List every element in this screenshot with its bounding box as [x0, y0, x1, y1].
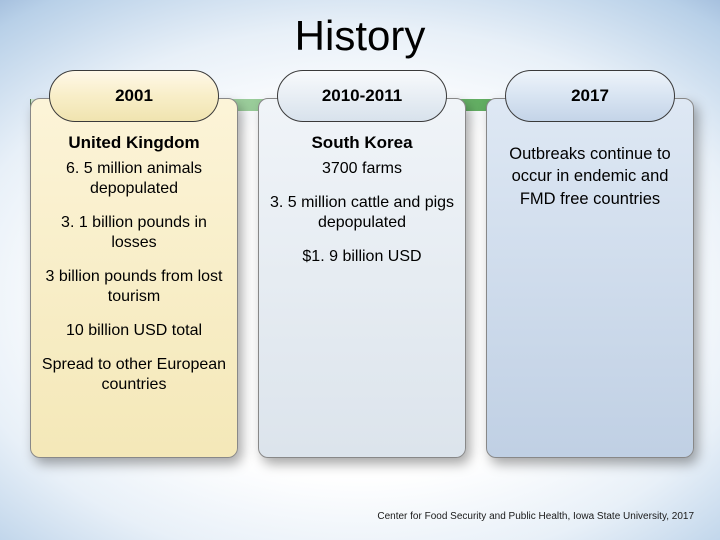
panel-item: 6. 5 million animals depopulated [41, 159, 227, 199]
year-pill-2010-2011: 2010-2011 [277, 70, 447, 122]
panel-item: 3 billion pounds from lost tourism [41, 267, 227, 307]
column-2017: 2017 Outbreaks continue to occur in ende… [486, 70, 694, 458]
panel-item: 10 billion USD total [41, 321, 227, 341]
year-pill-2017: 2017 [505, 70, 675, 122]
panel-item: Outbreaks continue to occur in endemic a… [497, 143, 683, 210]
panel-item: $1. 9 billion USD [269, 247, 455, 267]
panel-2017: Outbreaks continue to occur in endemic a… [486, 98, 694, 458]
panel-2010-2011: South Korea 3700 farms 3. 5 million catt… [258, 98, 466, 458]
footer-attribution: Center for Food Security and Public Heal… [377, 511, 694, 522]
column-2010-2011: 2010-2011 South Korea 3700 farms 3. 5 mi… [258, 70, 466, 458]
column-2001: 2001 United Kingdom 6. 5 million animals… [30, 70, 238, 458]
panel-header: United Kingdom [41, 133, 227, 153]
panel-2001: United Kingdom 6. 5 million animals depo… [30, 98, 238, 458]
panel-header: South Korea [269, 133, 455, 153]
timeline-columns: 2001 United Kingdom 6. 5 million animals… [30, 70, 690, 458]
slide-title: History [0, 0, 720, 60]
panel-item: 3. 5 million cattle and pigs depopulated [269, 193, 455, 233]
panel-item: 3700 farms [269, 159, 455, 179]
year-pill-2001: 2001 [49, 70, 219, 122]
panel-item: 3. 1 billion pounds in losses [41, 213, 227, 253]
panel-item: Spread to other European countries [41, 355, 227, 395]
